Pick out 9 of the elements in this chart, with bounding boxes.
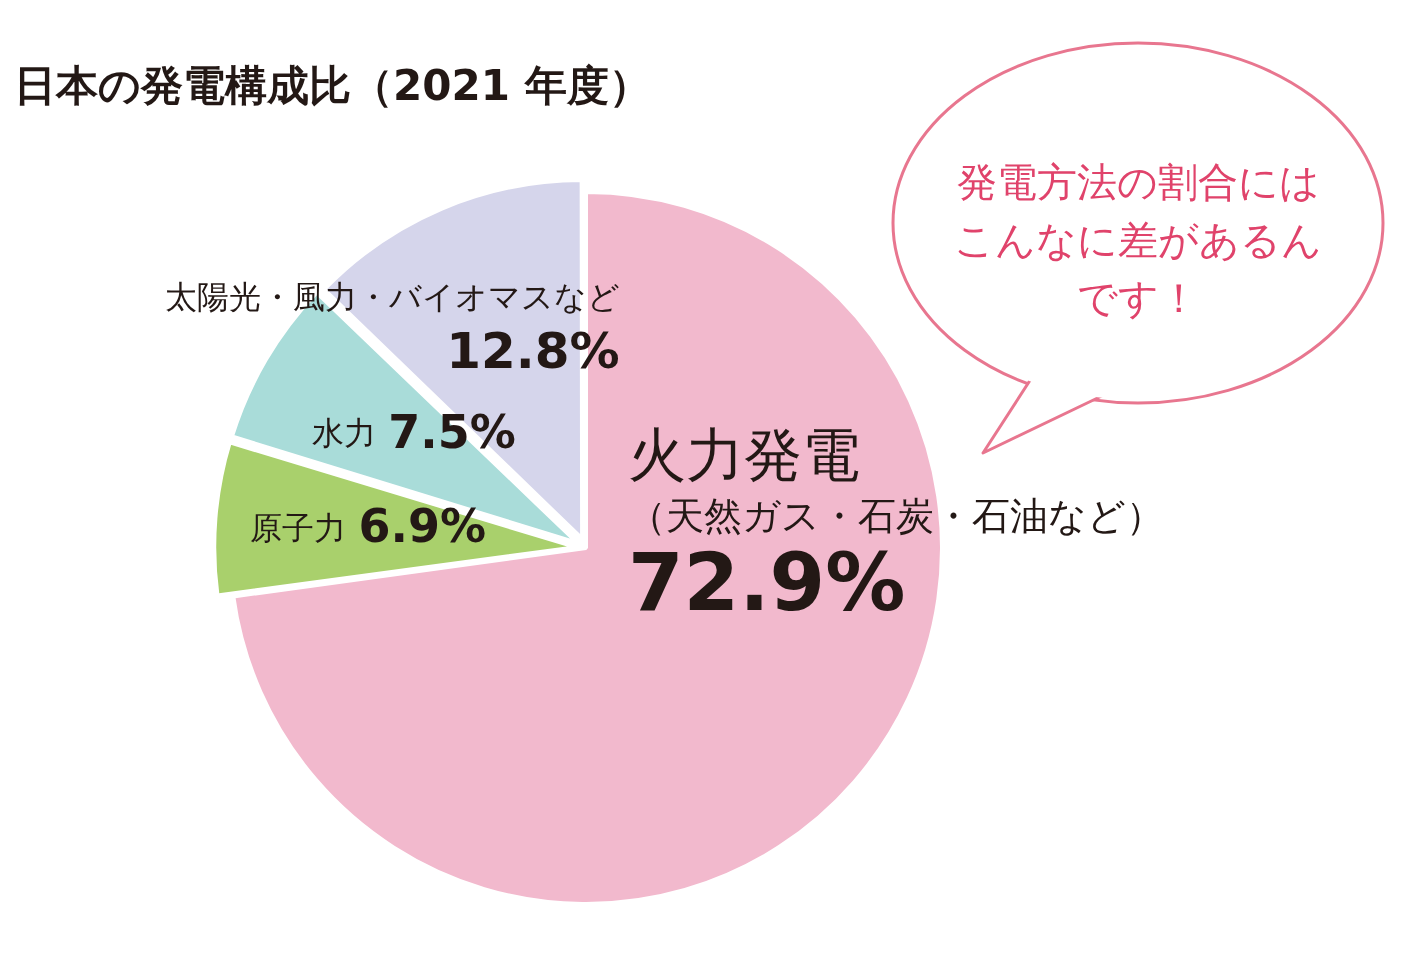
slice-label: 原子力: [250, 508, 347, 547]
chart-title: 日本の発電構成比（2021 年度）: [14, 60, 651, 112]
data-label: 12.8%: [446, 321, 620, 380]
data-label: 72.9%: [627, 536, 906, 630]
slice-label: 水力: [312, 414, 377, 453]
slice-label: 火力発電（天然ガス・石炭・石油など）: [627, 420, 1164, 539]
data-label: 6.9%: [358, 499, 486, 554]
slice-label: 太陽光・風力・バイオマスなど: [164, 278, 620, 317]
data-label: 7.5%: [388, 405, 516, 459]
